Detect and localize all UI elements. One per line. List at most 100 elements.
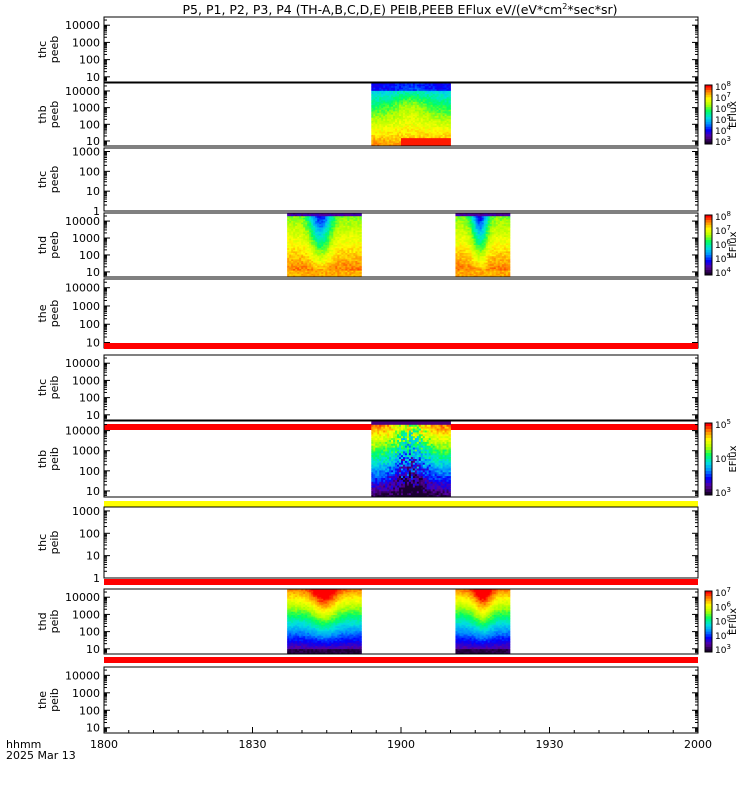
spectrogram-cell xyxy=(422,144,426,147)
spectrogram-cell xyxy=(353,241,356,244)
spectrogram-cell xyxy=(432,97,436,100)
spectrogram-cell xyxy=(317,224,320,227)
spectrogram-cell xyxy=(485,230,489,233)
spectrogram-cell xyxy=(381,112,384,115)
spectrogram-cell xyxy=(455,243,458,246)
spectrogram-cell xyxy=(395,138,398,141)
colorbar-segment xyxy=(705,126,712,130)
spectrogram-cell xyxy=(307,267,310,270)
spectrogram-cell xyxy=(442,111,445,114)
spectrogram-cell xyxy=(299,265,302,268)
spectrogram-cell xyxy=(383,87,386,90)
spectrogram-cell xyxy=(434,94,438,97)
spectrogram-cell xyxy=(387,112,390,115)
spectrogram-cell xyxy=(373,468,376,471)
spectrogram-cell xyxy=(501,245,505,247)
spectrogram-cell xyxy=(337,238,340,241)
spectrogram-cell xyxy=(448,144,451,147)
spectrogram-cell xyxy=(483,217,487,220)
spectrogram-cell xyxy=(428,120,432,123)
spectrogram-cell xyxy=(497,249,501,252)
spectrogram-cell xyxy=(329,270,332,273)
spectrogram-cell xyxy=(387,131,390,134)
spectrogram-cell xyxy=(507,270,511,273)
spectrogram-cell xyxy=(463,230,466,233)
spectrogram-cell xyxy=(321,237,324,239)
spectrogram-cell xyxy=(404,127,408,130)
spectrogram-cell xyxy=(359,265,362,268)
spectrogram-cell xyxy=(402,98,406,101)
spectrogram-cell xyxy=(327,273,330,276)
spectrogram-cell xyxy=(475,237,479,239)
spectrogram-cell xyxy=(432,90,436,93)
spectrogram-cell xyxy=(440,103,443,106)
spectrogram-cell xyxy=(404,105,408,108)
spectrogram-cell xyxy=(501,233,505,236)
spectrogram-cell xyxy=(335,216,338,219)
spectrogram-cell xyxy=(481,257,485,260)
spectrogram-cell xyxy=(301,224,304,227)
spectrogram-cell xyxy=(353,237,356,239)
y-axis-label: peeb xyxy=(48,231,61,259)
spectrogram-cell xyxy=(479,237,483,239)
spectrogram-cell xyxy=(287,275,290,278)
spectrogram-cell xyxy=(483,257,487,260)
spectrogram-cell xyxy=(416,131,420,134)
spectrogram-cell xyxy=(375,95,378,98)
spectrogram-cell xyxy=(349,230,352,233)
spectrogram-cell xyxy=(373,455,376,458)
spectrogram-cell xyxy=(489,259,493,262)
spectrogram-cell xyxy=(471,233,474,236)
spectrogram-cell xyxy=(475,248,479,251)
spectrogram-cell xyxy=(377,97,380,100)
spectrogram-cell xyxy=(371,123,374,126)
spectrogram-cell xyxy=(418,109,422,112)
spectrogram-cell xyxy=(381,441,384,445)
spectrogram-cell xyxy=(401,108,404,111)
spectrogram-cell xyxy=(323,275,326,278)
spectrogram-cell xyxy=(373,424,376,428)
spectrogram-cell xyxy=(383,438,386,441)
spectrogram-cell xyxy=(377,481,380,485)
spectrogram-cell xyxy=(463,217,466,220)
spectrogram-cell xyxy=(337,214,340,217)
spectrogram-cell xyxy=(410,89,414,92)
spectrogram-cell xyxy=(475,219,479,222)
spectrogram-cell xyxy=(383,459,386,462)
spectrogram-cell xyxy=(432,142,436,145)
spectrogram-cell xyxy=(507,273,511,276)
spectrogram-cell xyxy=(331,232,334,235)
spectrogram-cell xyxy=(406,83,410,85)
spectrogram-cell xyxy=(489,254,493,257)
spectrogram-cell xyxy=(503,224,507,227)
spectrogram-cell xyxy=(399,87,402,90)
spectrogram-cell xyxy=(385,100,388,103)
spectrogram-cell xyxy=(457,217,460,220)
spectrogram-cell xyxy=(422,111,426,114)
spectrogram-cell xyxy=(497,225,501,228)
spectrogram-cell xyxy=(343,272,346,275)
spectrogram-cell xyxy=(461,225,464,228)
spectrogram-cell xyxy=(327,243,330,246)
spectrogram-cell xyxy=(491,213,495,215)
spectrogram-cell xyxy=(391,108,394,111)
spectrogram-cell xyxy=(299,262,302,265)
spectrogram-cell xyxy=(493,238,497,241)
spectrogram-cell xyxy=(339,251,342,254)
spectrogram-cell xyxy=(357,219,360,222)
spectrogram-cell xyxy=(501,248,505,251)
spectrogram-cell xyxy=(383,84,386,87)
spectrogram-cell xyxy=(420,127,424,130)
spectrogram-cell xyxy=(319,237,322,239)
spectrogram-cell xyxy=(467,264,470,267)
spectrogram-cell xyxy=(349,262,352,265)
spectrogram-cell xyxy=(317,230,320,233)
spectrogram-cell xyxy=(377,445,380,448)
spectrogram-cell xyxy=(501,249,505,252)
spectrogram-cell xyxy=(373,95,376,98)
spectrogram-cell xyxy=(395,144,398,147)
spectrogram-cell xyxy=(287,235,290,238)
spectrogram-cell xyxy=(507,237,511,239)
spectrogram-cell xyxy=(295,222,298,225)
